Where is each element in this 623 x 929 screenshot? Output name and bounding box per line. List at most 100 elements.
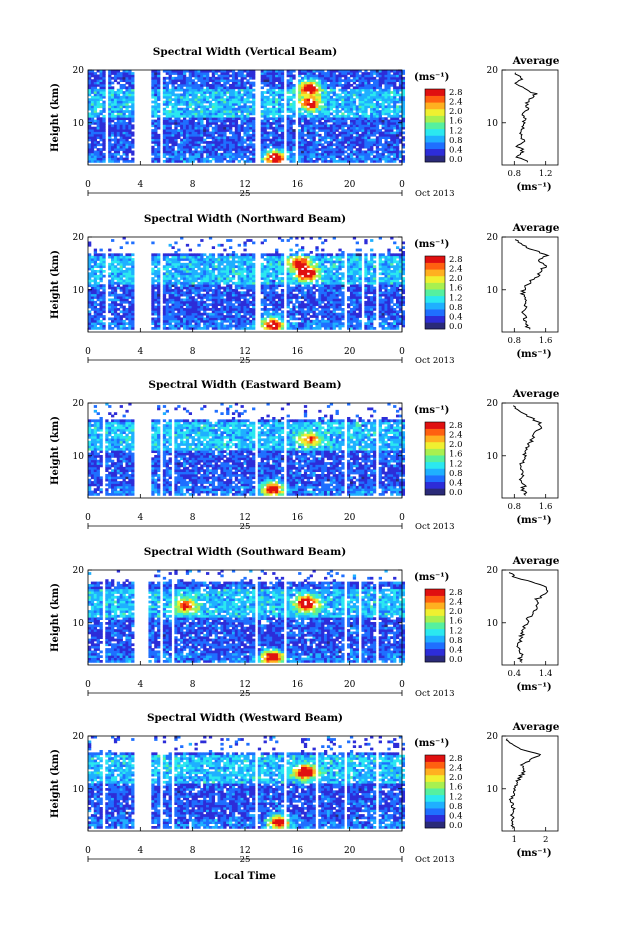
heatmap-cell — [315, 95, 319, 99]
heatmap-cell — [102, 138, 106, 142]
heatmap-cell — [154, 310, 158, 314]
heatmap-cell — [335, 74, 339, 78]
heatmap-cell — [361, 100, 365, 104]
heatmap-cell — [298, 136, 302, 140]
heatmap-cell — [364, 86, 368, 90]
heatmap-cell — [352, 143, 357, 147]
heatmap-cell — [381, 110, 385, 113]
heatmap-cell — [280, 98, 285, 102]
heatmap-cell — [355, 69, 359, 73]
heatmap-cell — [182, 107, 187, 111]
heatmap-cell — [128, 93, 132, 97]
heatmap-cell — [157, 284, 161, 288]
heatmap-cell — [111, 100, 115, 104]
heatmap-cell — [260, 291, 264, 295]
heatmap-cell — [162, 317, 167, 321]
heatmap-cell — [194, 81, 198, 85]
heatmap-cell — [180, 317, 184, 321]
heatmap-cell — [249, 277, 253, 280]
heatmap-cell — [206, 322, 210, 326]
panel-2: Spectral Width (Northward Beam)Height (k… — [50, 213, 560, 366]
heatmap-cell — [125, 140, 129, 144]
heatmap-cell — [162, 267, 167, 271]
heatmap-cell — [266, 284, 270, 288]
heatmap-cell — [318, 81, 322, 85]
heatmap-cell — [151, 279, 155, 283]
heatmap-cell — [240, 155, 244, 159]
heatmap-cell — [326, 110, 331, 113]
heatmap-cell — [113, 260, 118, 264]
heatmap-cell — [200, 83, 204, 87]
heatmap-cell — [401, 114, 406, 118]
heatmap-cell — [188, 315, 193, 318]
heatmap-cell — [243, 152, 247, 156]
heatmap-cell — [223, 131, 227, 135]
heatmap-cell — [401, 91, 406, 94]
heatmap-cell — [93, 291, 98, 295]
heatmap-cell — [171, 140, 175, 144]
heatmap-cell — [329, 79, 334, 83]
heatmap-cell — [243, 145, 247, 149]
heatmap-cell — [223, 305, 227, 309]
heatmap-cell — [194, 126, 198, 130]
heatmap-cell — [358, 119, 362, 123]
heatmap-cell — [243, 303, 247, 307]
heatmap-cell — [372, 155, 377, 159]
heatmap-cell — [381, 107, 385, 111]
heatmap-cell — [113, 274, 118, 278]
heatmap-cell — [211, 260, 216, 264]
heatmap-cell — [113, 296, 118, 299]
heatmap-cell — [321, 72, 325, 75]
heatmap-cell — [243, 140, 247, 144]
heatmap-cell — [102, 91, 106, 94]
heatmap-cell — [111, 307, 115, 311]
heatmap-cell — [358, 102, 362, 106]
heatmap-cell — [246, 143, 250, 147]
heatmap-cell — [171, 155, 175, 159]
heatmap-cell — [223, 93, 227, 97]
heatmap-cell — [335, 159, 339, 163]
heatmap-cell — [240, 117, 244, 121]
heatmap-cell — [188, 310, 193, 314]
heatmap-cell — [188, 129, 193, 132]
heatmap-cell — [102, 284, 106, 288]
heatmap-cell — [177, 150, 181, 154]
heatmap-cell — [384, 112, 388, 116]
heatmap-cell — [162, 155, 167, 159]
heatmap-cell — [226, 124, 230, 128]
heatmap-cell — [370, 133, 374, 137]
heatmap-cell — [188, 150, 193, 154]
heatmap-cell — [180, 265, 184, 269]
heatmap-cell — [206, 286, 210, 290]
heatmap-cell — [220, 317, 224, 321]
heatmap-cell — [275, 76, 279, 80]
heatmap-cell — [393, 86, 397, 90]
heatmap-cell — [272, 74, 276, 78]
heatmap-cell — [157, 317, 161, 321]
heatmap-cell — [217, 322, 221, 326]
heatmap-cell — [188, 284, 193, 288]
heatmap-cell — [188, 72, 193, 75]
heatmap-cell — [378, 83, 382, 87]
heatmap-cell — [231, 95, 236, 99]
heatmap-cell — [108, 305, 112, 309]
heatmap-cell — [381, 76, 385, 80]
heatmap-cell — [398, 133, 403, 137]
heatmap-cell — [125, 114, 129, 118]
heatmap-cell — [226, 324, 230, 328]
heatmap-cell — [197, 69, 201, 73]
heatmap-cell — [122, 114, 126, 118]
heatmap-cell — [182, 315, 187, 318]
heatmap-cell — [324, 117, 328, 121]
heatmap-cell — [341, 91, 345, 94]
heatmap-cell — [269, 148, 273, 151]
heatmap-cell — [246, 260, 250, 264]
heatmap-cell — [217, 81, 221, 85]
heatmap-cell — [301, 95, 305, 99]
heatmap-cell — [246, 300, 250, 304]
heatmap-cell — [280, 117, 285, 121]
heatmap-cell — [180, 110, 184, 113]
heatmap-cell — [99, 157, 103, 161]
heatmap-cell — [312, 72, 316, 75]
heatmap-cell — [252, 262, 256, 266]
